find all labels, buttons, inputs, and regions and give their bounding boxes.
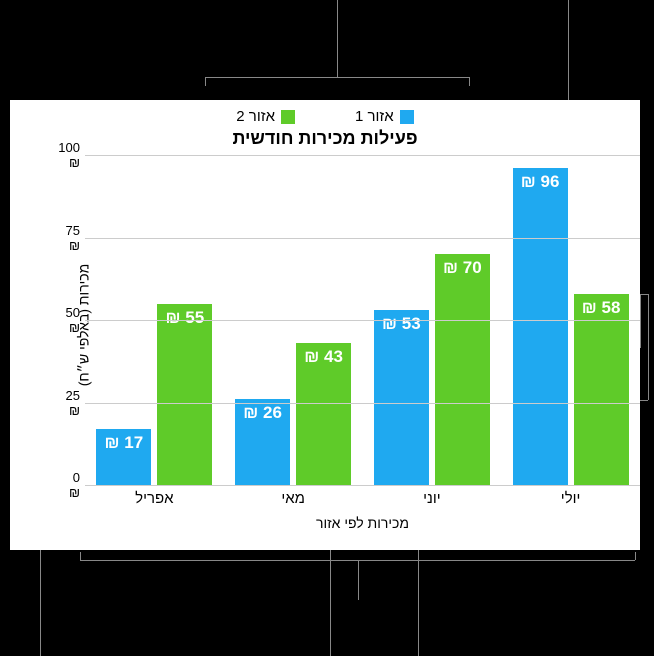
- callout-bracket-right2-bot: [640, 400, 648, 401]
- bar-value-label: 55 ₪: [157, 308, 212, 328]
- y-tick-label: 75 ₪: [66, 223, 80, 253]
- bar-value-label: 96 ₪: [513, 172, 568, 192]
- bar: 53 ₪: [374, 310, 429, 485]
- legend-label-1: אזור 1: [355, 108, 394, 125]
- bar: 55 ₪: [157, 304, 212, 486]
- callout-bracket-right-v: [640, 294, 641, 348]
- bar: 43 ₪: [296, 343, 351, 485]
- bar-value-label: 53 ₪: [374, 314, 429, 334]
- x-axis-label: מכירות לפי אזור: [85, 515, 640, 531]
- callout-line-b4: [358, 560, 359, 600]
- legend-label-2: אזור 2: [236, 108, 275, 125]
- legend-item-series-2: אזור 2: [236, 108, 295, 125]
- gridline: [85, 155, 640, 156]
- gridline: [85, 320, 640, 321]
- bar: 26 ₪: [235, 399, 290, 485]
- y-tick-label: 25 ₪: [66, 388, 80, 418]
- y-tick-label: 100 ₪: [58, 140, 80, 170]
- x-tick-label: יולי: [561, 490, 581, 507]
- bar: 70 ₪: [435, 254, 490, 485]
- chart-title: פעילות מכירות חודשית: [10, 128, 640, 149]
- plot-area: 17 ₪55 ₪26 ₪43 ₪53 ₪70 ₪96 ₪58 ₪ 0 ₪25 ₪…: [85, 155, 640, 485]
- callout-bracket-right2-v: [648, 294, 649, 400]
- legend-swatch-2: [281, 110, 295, 124]
- callout-bracket-legend: [205, 77, 470, 78]
- legend-item-series-1: אזור 1: [355, 108, 414, 125]
- legend: אזור 1 אזור 2: [10, 108, 640, 125]
- callout-bracket-bottom-l: [80, 552, 81, 560]
- callout-bracket-bottom-r: [635, 552, 636, 560]
- gridline: [85, 238, 640, 239]
- callout-line-legend: [337, 0, 338, 77]
- bar-value-label: 58 ₪: [574, 298, 629, 318]
- gridline: [85, 403, 640, 404]
- bar: 17 ₪: [96, 429, 151, 485]
- bar: 96 ₪: [513, 168, 568, 485]
- bar: 58 ₪: [574, 294, 629, 485]
- gridline: [85, 485, 640, 486]
- x-tick-label: מאי: [281, 490, 305, 507]
- callout-line-b1: [40, 550, 41, 656]
- chart-panel: אזור 1 אזור 2 פעילות מכירות חודשית מכירו…: [10, 100, 640, 550]
- bar-value-label: 43 ₪: [296, 347, 351, 367]
- bar-value-label: 70 ₪: [435, 258, 490, 278]
- callout-line-b2: [330, 550, 331, 656]
- y-tick-label: 50 ₪: [66, 305, 80, 335]
- bar-value-label: 26 ₪: [235, 403, 290, 423]
- x-tick-label: אפריל: [135, 490, 173, 507]
- bar-value-label: 17 ₪: [96, 433, 151, 453]
- legend-swatch-1: [400, 110, 414, 124]
- x-tick-label: יוני: [423, 490, 441, 507]
- callout-bracket-right2-top: [640, 294, 648, 295]
- chart-container: אזור 1 אזור 2 פעילות מכירות חודשית מכירו…: [0, 0, 654, 656]
- y-tick-label: 0 ₪: [69, 470, 80, 500]
